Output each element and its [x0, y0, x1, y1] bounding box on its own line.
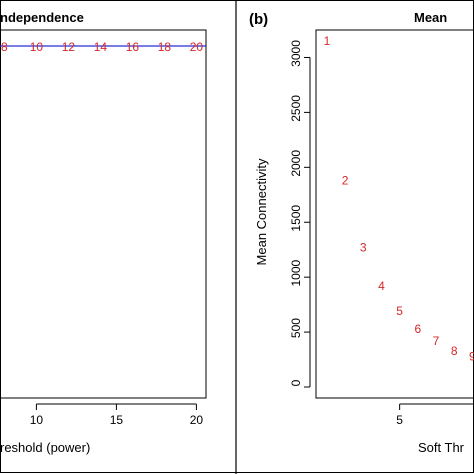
panel-b-plot-border: [315, 29, 474, 399]
panel-b-y-axis-label: Mean Connectivity: [254, 158, 269, 265]
panel-b-y-tick-label: 1500: [289, 205, 303, 232]
panel-b-y-tick-label: 2000: [289, 150, 303, 177]
panel-a-plot-border: [0, 29, 207, 399]
panel-a-x-tick-label: 20: [190, 413, 204, 427]
panel-a-plot: 10 15 20 8 10 12 14 16 18 20: [0, 29, 207, 427]
panel-b-point-label: 1: [324, 34, 331, 48]
panel-a-x-tick-label: 15: [110, 413, 124, 427]
panel-b-y-tick-label: 0: [289, 379, 303, 386]
panel-a: ndependence 10 15 20 8 10 12 14 16 18 20 reshold …: [0, 10, 207, 455]
panel-a-title: ndependence: [0, 10, 84, 25]
panel-b-point-label: 2: [342, 173, 349, 187]
panel-b-point-label: 4: [378, 279, 385, 293]
panel-b-point-label: 6: [414, 322, 421, 336]
panel-b-x-axis-label: Soft Thr: [418, 440, 465, 455]
panel-b-y-tick-label: 3000: [289, 40, 303, 67]
panel-a-point-label: 12: [62, 40, 76, 54]
panel-b-x-tick-label: 5: [396, 413, 403, 427]
panel-b-point-label: 7: [433, 334, 440, 348]
panel-b-point-label: 9: [469, 349, 474, 363]
panel-a-point-label: 18: [158, 40, 172, 54]
panel-a-x-axis-label: reshold (power): [0, 440, 90, 455]
panel-b-label: (b): [249, 11, 268, 28]
panel-a-point-label: 16: [126, 40, 140, 54]
panel-b-title: Mean: [414, 10, 447, 25]
panel-a-point-label: 8: [1, 40, 8, 54]
panel-b-y-tick-label: 2500: [289, 95, 303, 122]
panel-b-point-label: 3: [360, 241, 367, 255]
panel-b-y-tick-label: 500: [289, 318, 303, 338]
panel-b-point-label: 5: [396, 304, 403, 318]
panel-a-point-label: 20: [190, 40, 204, 54]
panel-b-y-tick-label: 1000: [289, 259, 303, 286]
panel-b: (b) Mean 0500100015002000250030005123456…: [249, 10, 474, 455]
panel-b-point-label: 8: [451, 344, 458, 358]
panel-a-x-tick-label: 10: [30, 413, 44, 427]
panel-a-point-label: 14: [94, 40, 108, 54]
panel-a-point-label: 10: [30, 40, 44, 54]
